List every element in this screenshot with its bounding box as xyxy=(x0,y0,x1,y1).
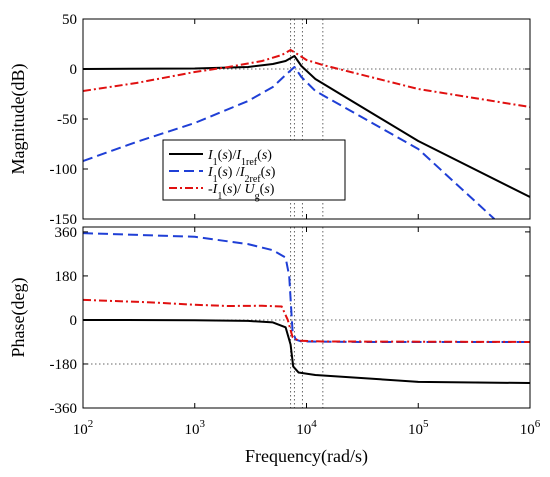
phase-series-3 xyxy=(83,298,530,343)
phase-frame xyxy=(82,226,531,409)
xtick-label: 102 xyxy=(73,418,94,438)
phase-series-1 xyxy=(83,318,530,385)
xtick-label: 103 xyxy=(185,418,206,438)
xtick-label: 105 xyxy=(408,418,429,438)
magnitude-ytick-label: -150 xyxy=(50,212,78,228)
phase-ytick-label: 180 xyxy=(55,269,78,285)
magnitude-ytick-label: 50 xyxy=(62,12,77,28)
phase-series-2 xyxy=(83,232,530,343)
x-axis-title: Frequency(rad/s) xyxy=(245,446,368,467)
xtick-label: 104 xyxy=(296,418,317,438)
magnitude-series-group xyxy=(83,49,530,219)
phase-ytick-label: 0 xyxy=(70,313,78,329)
magnitude-series-2 xyxy=(83,66,496,219)
magnitude-ytick-label: 0 xyxy=(70,62,78,78)
phase-series-group xyxy=(83,232,530,385)
magnitude-series-3 xyxy=(83,49,530,108)
phase-ytick-label: -360 xyxy=(50,401,78,417)
magnitude-ytick-label: -50 xyxy=(57,112,77,128)
magnitude-ylabel: Magnitude(dB) xyxy=(8,64,29,175)
xtick-label: 106 xyxy=(520,418,541,438)
phase-ylabel: Phase(deg) xyxy=(8,278,29,358)
phase-ytick-label: 360 xyxy=(55,225,78,241)
phase-ytick-label: -180 xyxy=(50,357,78,373)
magnitude-ytick-label: -100 xyxy=(50,162,78,178)
